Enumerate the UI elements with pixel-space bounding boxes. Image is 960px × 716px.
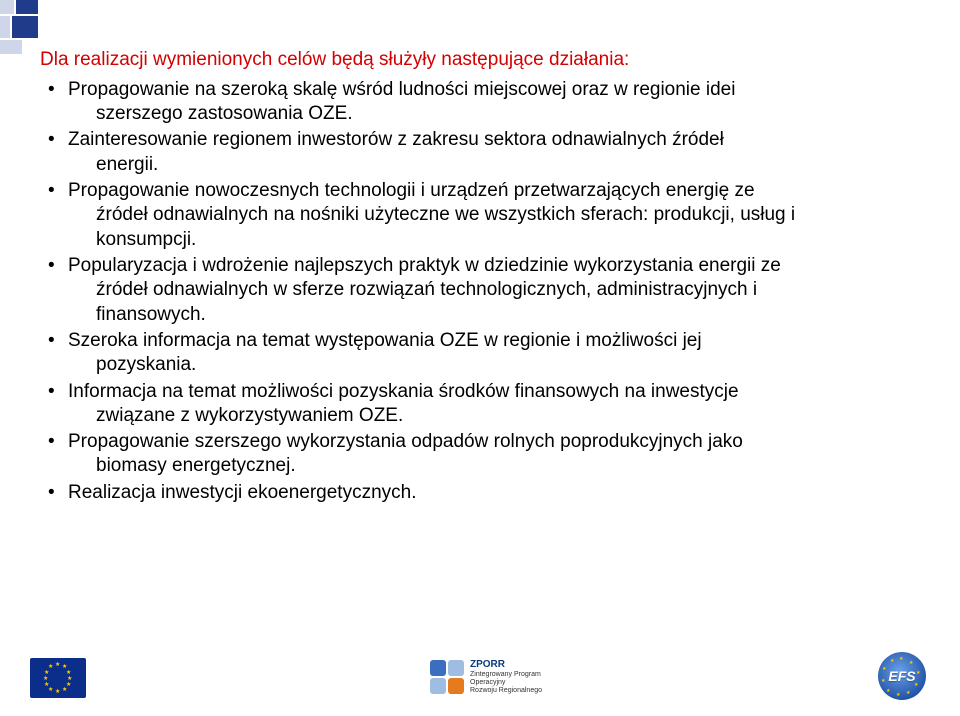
zporr-text: ZPORR Zintegrowany Program Operacyjny Ro… [470, 659, 542, 695]
zporr-sub: Operacyjny [470, 679, 542, 687]
list-item: Propagowanie na szeroką skalę wśród ludn… [40, 78, 900, 127]
bullet-text-cont: źródeł odnawialnych w sferze rozwiązań t… [68, 278, 900, 302]
bullet-text: Propagowanie szerszego wykorzystania odp… [68, 431, 743, 452]
bullet-text: Propagowanie nowoczesnych technologii i … [68, 180, 755, 201]
bullet-text: Realizacja inwestycji ekoenergetycznych. [68, 482, 417, 503]
footer-logos: ★ ★ ★ ★ ★ ★ ★ ★ ★ ★ ★ ★ ZPORR Zintegrowa… [0, 650, 960, 702]
bullet-text-cont: szerszego zastosowania OZE. [68, 102, 900, 126]
bullet-text: Propagowanie na szeroką skalę wśród ludn… [68, 79, 735, 100]
zporr-title: ZPORR [470, 659, 542, 671]
bullet-text: Popularyzacja i wdrożenie najlepszych pr… [68, 255, 781, 276]
bullet-text: Zainteresowanie regionem inwestorów z za… [68, 129, 724, 150]
zporr-icon [430, 660, 464, 694]
slide-heading: Dla realizacji wymienionych celów będą s… [40, 48, 900, 72]
list-item: Propagowanie nowoczesnych technologii i … [40, 179, 900, 252]
bullet-text-cont: pozyskania. [68, 353, 900, 377]
bullet-text-cont: finansowych. [68, 303, 900, 327]
zporr-sub: Rozwoju Regionalnego [470, 687, 542, 695]
slide-content: Dla realizacji wymienionych celów będą s… [40, 48, 900, 507]
bullet-list: Propagowanie na szeroką skalę wśród ludn… [40, 78, 900, 505]
bullet-text-cont: konsumpcji. [68, 228, 900, 252]
bullet-text-cont: źródeł odnawialnych na nośniki użyteczne… [68, 203, 900, 227]
list-item: Propagowanie szerszego wykorzystania odp… [40, 430, 900, 479]
list-item: Szeroka informacja na temat występowania… [40, 329, 900, 378]
bullet-text-cont: energii. [68, 153, 900, 177]
list-item: Zainteresowanie regionem inwestorów z za… [40, 128, 900, 177]
zporr-sub: Zintegrowany Program [470, 671, 542, 679]
efs-logo: ★ ★ ★ ★ ★ ★ ★ ★ ★ ★ EFS [878, 652, 926, 700]
zporr-logo: ZPORR Zintegrowany Program Operacyjny Ro… [430, 654, 560, 700]
bullet-text: Informacja na temat możliwości pozyskani… [68, 381, 739, 402]
list-item: Informacja na temat możliwości pozyskani… [40, 380, 900, 429]
list-item: Popularyzacja i wdrożenie najlepszych pr… [40, 254, 900, 327]
bullet-text-cont: biomasy energetycznej. [68, 454, 900, 478]
eu-flag-icon: ★ ★ ★ ★ ★ ★ ★ ★ ★ ★ ★ ★ [30, 658, 86, 698]
list-item: Realizacja inwestycji ekoenergetycznych. [40, 481, 900, 505]
bullet-text: Szeroka informacja na temat występowania… [68, 330, 702, 351]
bullet-text-cont: związane z wykorzystywaniem OZE. [68, 404, 900, 428]
